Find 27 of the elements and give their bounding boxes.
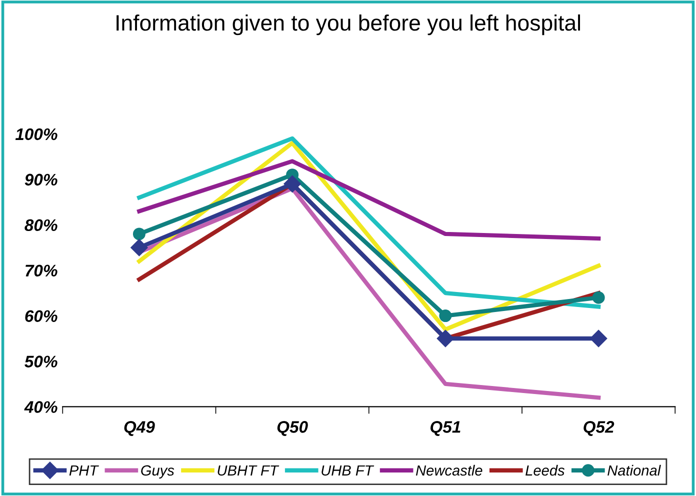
x-tick-label: Q52 xyxy=(584,421,614,436)
y-tick-label: 40% xyxy=(24,401,58,413)
point xyxy=(592,291,605,304)
line-series xyxy=(137,159,601,241)
legend-label: Newcastle xyxy=(416,464,482,476)
point xyxy=(439,310,452,322)
point xyxy=(132,228,146,240)
x-tick-label: Q50 xyxy=(277,421,308,436)
legend-label: PHT xyxy=(69,465,99,476)
y-tick-label: 50% xyxy=(24,356,58,368)
legend-label: UHB FT xyxy=(322,465,374,476)
point xyxy=(284,175,301,192)
point xyxy=(436,330,454,348)
legend-label: National xyxy=(608,464,661,476)
legend-label: UBHT FT xyxy=(218,465,280,476)
chart-title: Information given to you before you left hospital xyxy=(116,14,580,36)
y-tick-label: 80% xyxy=(24,219,58,232)
y-tick-label: 90% xyxy=(24,174,58,186)
point xyxy=(130,239,148,256)
y-tick-label: 70% xyxy=(26,264,58,277)
legend-label: Guys xyxy=(141,465,174,478)
legend-label: Leeds xyxy=(526,464,565,476)
y-tick-label: 60% xyxy=(25,310,58,322)
y-tick-label: 100% xyxy=(15,128,58,140)
x-tick-label: Q51 xyxy=(430,421,460,436)
point xyxy=(590,330,608,348)
x-tick-label: Q49 xyxy=(124,421,155,436)
